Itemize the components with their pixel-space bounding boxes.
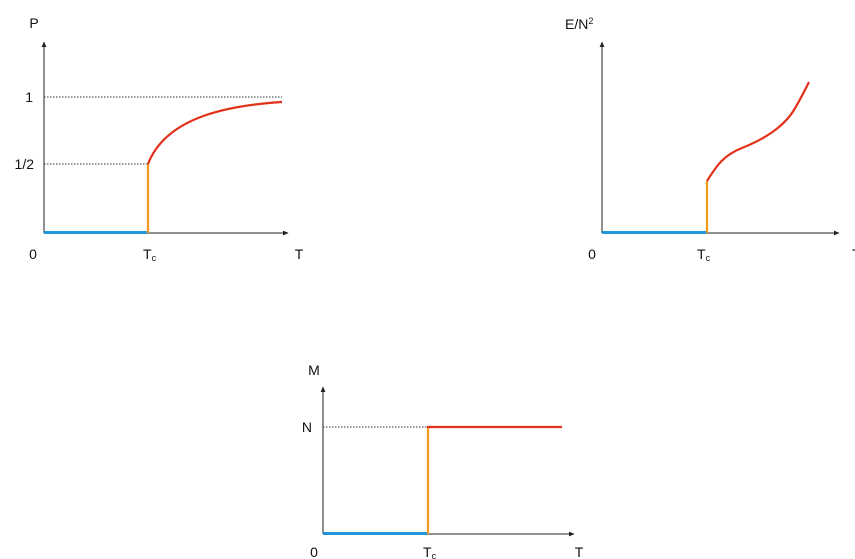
plot-m: M N 0 Tc T (302, 362, 584, 559)
m-x-axis-label: T (575, 544, 584, 559)
e-origin-label: 0 (588, 246, 596, 262)
m-tick-n-label: N (302, 419, 312, 435)
p-tick-one-label: 1 (25, 89, 33, 105)
plot-p: P 1 1/2 0 Tc T (15, 15, 304, 263)
p-y-axis-label: P (29, 15, 38, 31)
p-origin-label: 0 (29, 246, 37, 262)
p-tick-half-label: 1/2 (15, 156, 35, 172)
e-tc-label: Tc (697, 246, 711, 263)
e-y-axis-label: E/N2 (565, 16, 593, 32)
m-tc-label: Tc (423, 544, 437, 559)
p-high-phase-curve (146, 100, 283, 165)
e-x-axis-label: T (852, 246, 855, 262)
m-y-axis-label: M (308, 362, 320, 378)
e-high-phase-curve (706, 81, 810, 182)
p-x-axis-label: T (295, 246, 304, 262)
plot-e: E/N2 0 Tc T (565, 16, 855, 263)
p-tc-label: Tc (143, 246, 157, 263)
m-origin-label: 0 (310, 544, 318, 559)
